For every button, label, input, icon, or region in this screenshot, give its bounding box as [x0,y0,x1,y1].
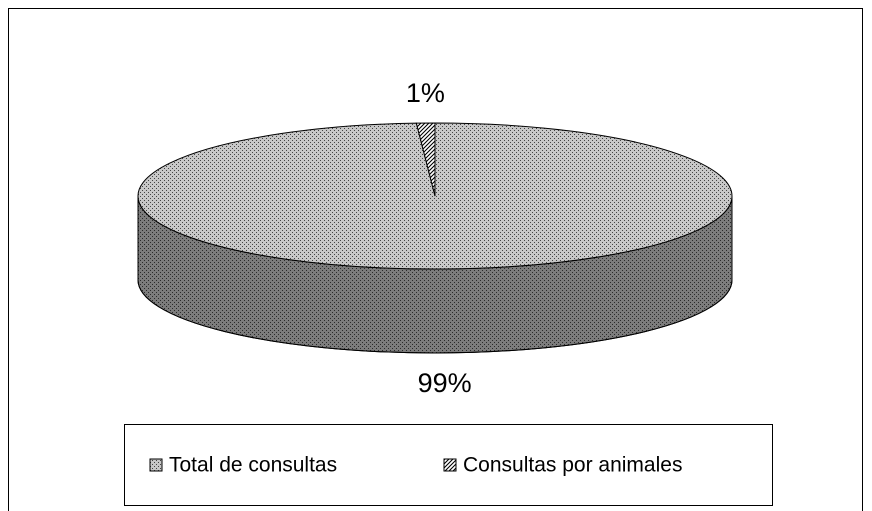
legend-swatch [149,458,163,472]
data-label: 1% [406,78,445,108]
pie-slice [415,122,436,197]
legend-swatch [443,458,457,472]
data-label: 99% [418,368,472,398]
legend-label: Consultas por animales [463,454,682,477]
legend-label: Total de consultas [169,454,337,477]
chart-frame [8,8,863,511]
